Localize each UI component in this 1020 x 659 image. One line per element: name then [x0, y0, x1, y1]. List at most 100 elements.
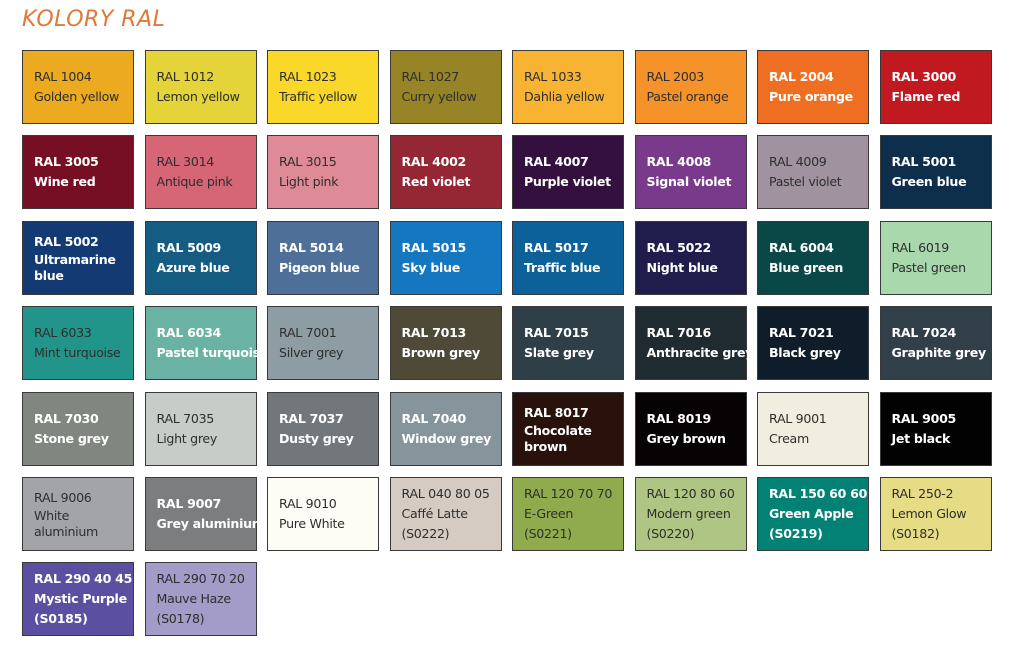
- swatch-name: Azure blue: [156, 259, 230, 275]
- swatch-name: Green blue: [891, 174, 967, 190]
- swatch-code: RAL 5015: [401, 239, 467, 255]
- swatch-code: RAL 6033: [34, 325, 92, 341]
- swatch-code: RAL 4002: [401, 154, 467, 170]
- swatch-code: RAL 120 70 70: [524, 485, 613, 501]
- swatch-code: RAL 4008: [646, 154, 712, 170]
- swatch-reference: (S0185): [34, 611, 88, 627]
- swatch-reference: (S0221): [524, 525, 572, 541]
- color-swatch: RAL 6019 Pastel green: [879, 220, 992, 295]
- color-swatch: RAL 9006 White aluminium: [22, 476, 134, 551]
- color-swatch: RAL 4008 Signal violet: [634, 135, 747, 210]
- swatch-code: RAL 5001: [891, 154, 957, 170]
- color-swatch: RAL 290 70 20 Mauve Haze (S0178): [144, 562, 257, 637]
- color-swatch: RAL 1012 Lemon yellow: [144, 50, 257, 124]
- swatch-name: Green Apple: [769, 505, 854, 521]
- swatch-code: RAL 7024: [891, 325, 957, 341]
- color-swatch: RAL 7016 Anthracite grey: [634, 306, 754, 381]
- swatch-name: Pigeon blue: [279, 259, 360, 275]
- color-swatch: RAL 5002 Ultramarine blue: [22, 220, 134, 295]
- swatch-code: RAL 250-2: [891, 485, 954, 501]
- swatch-name: Purple violet: [524, 174, 611, 190]
- swatch-code: RAL 8017: [524, 404, 589, 420]
- swatch-code: RAL 5022: [646, 239, 712, 255]
- swatch-name: Wine red: [34, 174, 96, 190]
- swatch-name: Lemon yellow: [156, 89, 240, 104]
- color-swatch: RAL 9010 Pure White: [267, 476, 379, 551]
- page-title: KOLORY RAL: [22, 7, 166, 32]
- swatch-name: Pure White: [279, 515, 345, 531]
- swatch-name: Cream: [769, 430, 809, 446]
- swatch-code: RAL 1023: [279, 69, 337, 84]
- swatch-reference: (S0222): [401, 525, 450, 541]
- color-swatch: RAL 5009 Azure blue: [144, 220, 257, 295]
- swatch-name: Antique pink: [156, 174, 233, 190]
- swatch-code: RAL 9010: [279, 495, 337, 511]
- swatch-code: RAL 7001: [279, 325, 337, 341]
- color-swatch: RAL 9005 Jet black: [879, 391, 992, 466]
- swatch-name: Mint turquoise: [34, 345, 121, 361]
- swatch-name: Sky blue: [401, 259, 461, 275]
- swatch-code: RAL 2004: [769, 69, 834, 84]
- swatch-name: Grey aluminium: [156, 515, 265, 531]
- swatch-code: RAL 040 80 05: [401, 485, 490, 501]
- color-swatch: RAL 8017 Chocolate brown: [512, 391, 624, 466]
- color-swatch: RAL 120 80 60 Modern green (S0220): [634, 476, 747, 551]
- swatch-name: Stone grey: [34, 430, 109, 446]
- swatch-code: RAL 9005: [891, 410, 957, 426]
- color-swatch: RAL 5001 Green blue: [879, 135, 992, 210]
- color-swatch: RAL 7024 Graphite grey: [879, 306, 992, 381]
- swatch-name: Lemon Glow: [891, 505, 967, 521]
- color-swatch: RAL 6033 Mint turquoise: [22, 306, 134, 381]
- color-swatch: RAL 6034 Pastel turquoise: [144, 306, 269, 381]
- swatch-code: RAL 3005: [34, 154, 99, 170]
- color-swatch: RAL 290 40 45 Mystic Purple (S0185): [22, 562, 134, 637]
- swatch-code: RAL 2003: [646, 69, 705, 84]
- swatch-code: RAL 7021: [769, 325, 834, 341]
- swatch-code: RAL 7013: [401, 325, 467, 341]
- color-swatch: RAL 2003 Pastel orange: [634, 50, 747, 124]
- swatch-code: RAL 3014: [156, 154, 215, 170]
- swatch-name: Pastel turquoise: [156, 345, 269, 361]
- swatch-code: RAL 4009: [769, 154, 827, 170]
- swatch-code: RAL 1004: [34, 69, 92, 84]
- swatch-code: RAL 6004: [769, 239, 834, 255]
- swatch-code: RAL 5002: [34, 233, 99, 249]
- swatch-name: Blue green: [769, 259, 844, 275]
- color-swatch: RAL 7013 Brown grey: [389, 306, 502, 381]
- color-swatch: RAL 7040 Window grey: [389, 391, 502, 466]
- swatch-code: RAL 5009: [156, 239, 222, 255]
- color-swatch: RAL 3015 Light pink: [267, 135, 379, 210]
- color-swatch: RAL 5015 Sky blue: [389, 220, 502, 295]
- color-swatch: RAL 4002 Red violet: [389, 135, 502, 210]
- swatch-name: Window grey: [401, 430, 492, 446]
- color-swatch: RAL 150 60 60 Green Apple (S0219): [757, 476, 869, 551]
- swatch-name: Anthracite grey: [646, 345, 754, 361]
- swatch-name: Pure orange: [769, 89, 853, 104]
- swatch-name: Grey brown: [646, 430, 726, 446]
- swatch-code: RAL 7030: [34, 410, 99, 426]
- swatch-code: RAL 9001: [769, 410, 827, 426]
- swatch-reference: (S0219): [769, 525, 823, 541]
- color-swatch: RAL 3005 Wine red: [22, 135, 134, 210]
- swatch-code: RAL 7037: [279, 410, 344, 426]
- color-swatch: RAL 4009 Pastel violet: [757, 135, 869, 210]
- color-swatch: RAL 1033 Dahlia yellow: [512, 50, 624, 124]
- swatch-reference: (S0220): [646, 525, 695, 541]
- color-swatch: RAL 4007 Purple violet: [512, 135, 624, 210]
- swatch-name: Chocolate brown: [524, 422, 592, 454]
- color-swatch: RAL 1027 Curry yellow: [389, 50, 502, 124]
- swatch-name: Dusty grey: [279, 430, 354, 446]
- color-swatch: RAL 040 80 05 Caffé Latte (S0222): [389, 476, 502, 551]
- swatch-name: Pastel violet: [769, 174, 842, 190]
- color-swatch: RAL 2004 Pure orange: [757, 50, 869, 124]
- swatch-name: Slate grey: [524, 345, 594, 361]
- color-swatch: RAL 7001 Silver grey: [267, 306, 379, 381]
- swatch-code: RAL 7016: [646, 325, 712, 341]
- swatch-name: Golden yellow: [34, 89, 119, 104]
- color-swatch: RAL 5014 Pigeon blue: [267, 220, 379, 295]
- color-swatch: RAL 3014 Antique pink: [144, 135, 257, 210]
- swatch-name: Light grey: [156, 430, 218, 446]
- swatch-name: Black grey: [769, 345, 841, 361]
- swatch-code: RAL 7040: [401, 410, 467, 426]
- swatch-code: RAL 8019: [646, 410, 712, 426]
